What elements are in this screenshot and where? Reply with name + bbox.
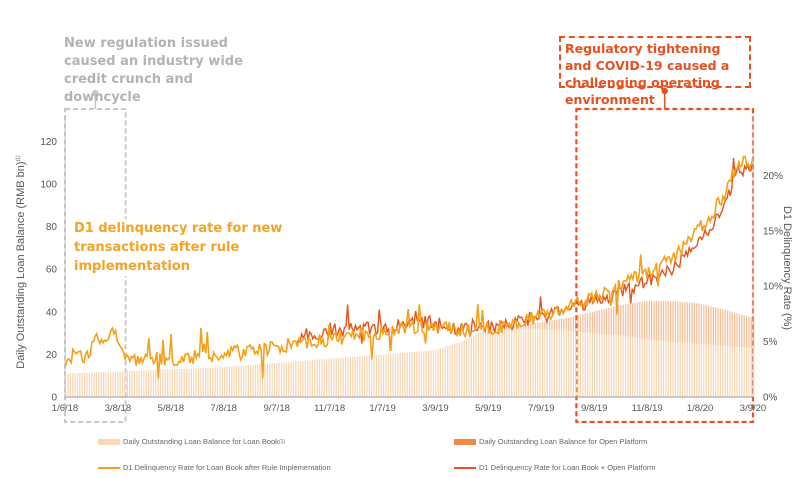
x-tick-label: 11/8/19 [632, 403, 663, 414]
legend-swatch-loan-book [98, 438, 120, 445]
legend-swatch-d1-combined [454, 466, 476, 469]
x-tick-label: 7/9/19 [528, 403, 554, 414]
x-tick-label: 3/9/19 [422, 403, 448, 414]
y-right-tick-label: 15% [763, 226, 783, 237]
annotation-covid: Regulatory tightening and COVID-19 cause… [559, 36, 751, 107]
legend-label-d1-after-rule: D1 Delinquency Rate for Loan Book after … [123, 463, 331, 472]
y-left-tick-label: 20 [46, 350, 58, 361]
legend-d1-combined: D1 Delinquency Rate for Loan Book + Open… [454, 463, 656, 472]
y-left-tick-label: 40 [46, 307, 58, 318]
y-right-axis-title: D1 Delinquency Rate (%) [781, 205, 793, 331]
highlight-frame-1 [575, 107, 755, 424]
y-left-tick-label: 120 [40, 137, 57, 148]
legend-loan-book: Daily Outstanding Loan Balance for Loan … [98, 437, 285, 446]
legend-label-d1-combined: D1 Delinquency Rate for Loan Book + Open… [479, 463, 656, 472]
highlight-dot-0 [92, 89, 99, 97]
x-tick-label: 3/9/20 [740, 403, 766, 414]
legend-label-open-platform: Daily Outstanding Loan Balance for Open … [479, 437, 648, 446]
legend-d1-after-rule: D1 Delinquency Rate for Loan Book after … [98, 463, 331, 472]
x-tick-label: 3/8/18 [105, 403, 131, 414]
y-left-axis-title: Daily Outstanding Loan Balance (RMB bn)(… [15, 155, 27, 369]
x-tick-label: 1/6/18 [52, 403, 78, 414]
y-right-tick-label: 5% [763, 337, 778, 348]
legend-swatch-d1-after-rule [98, 466, 120, 469]
y-left-tick-label: 80 [46, 222, 58, 233]
y-right-tick-label: 10% [763, 282, 783, 293]
y-right-tick-label: 0% [763, 393, 778, 404]
y-left-tick-label: 0 [51, 393, 57, 404]
legend-open-platform: Daily Outstanding Loan Balance for Open … [454, 437, 647, 446]
legend-swatch-open-platform [454, 438, 476, 445]
legend-label-loan-book: Daily Outstanding Loan Balance for Loan … [123, 437, 279, 446]
x-tick-label: 5/9/19 [475, 403, 501, 414]
y-left-tick-label: 60 [46, 265, 58, 276]
x-tick-label: 1/8/20 [687, 403, 713, 414]
x-tick-label: 7/8/18 [211, 403, 237, 414]
line-series-d1-after-rule [64, 155, 754, 379]
y-left-tick-label: 100 [40, 179, 57, 190]
y-right-tick-label: 20% [763, 171, 783, 182]
x-tick-label: 9/8/19 [581, 403, 607, 414]
bar-series-open-platform [463, 301, 755, 348]
annotation-regulation: New regulation issued caused an industry… [64, 36, 243, 105]
annotation-d1-note: D1 delinquency rate for new transactions… [74, 219, 304, 276]
highlight-dot-1 [661, 87, 668, 95]
x-tick-label: 9/7/18 [263, 403, 289, 414]
x-tick-label: 11/7/18 [314, 403, 345, 414]
x-tick-label: 5/8/18 [158, 403, 184, 414]
x-tick-label: 1/7/19 [369, 403, 395, 414]
bar-series-loan-book [65, 328, 755, 397]
line-series-d1-combined [296, 157, 754, 351]
